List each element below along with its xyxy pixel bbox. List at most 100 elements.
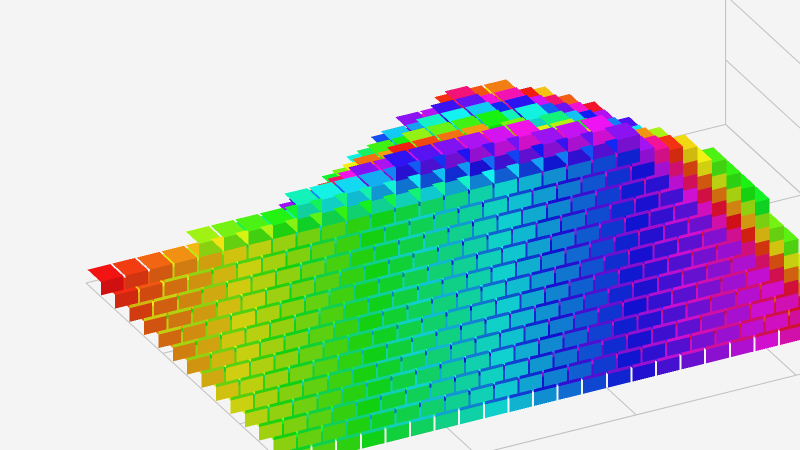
voxel-face-front — [599, 303, 622, 323]
voxel-face-front — [308, 409, 331, 429]
voxel-face-front — [472, 301, 495, 321]
voxel-face-front — [490, 347, 514, 367]
voxel-face-front — [349, 332, 372, 352]
voxel-face-front — [388, 339, 411, 359]
voxel-face-front — [300, 344, 323, 364]
voxel-column — [87, 264, 124, 296]
voxel-face-front — [203, 284, 226, 304]
voxel-face-front — [447, 307, 471, 327]
voxel-face-front — [236, 343, 259, 363]
voxel-face-front — [273, 434, 297, 450]
voxel-face-front — [301, 447, 311, 450]
voxel-face-front — [265, 369, 288, 389]
voxel-face-front — [287, 246, 310, 266]
voxel-face-front — [277, 266, 300, 286]
voxel-face-front — [394, 287, 417, 307]
voxel-face-front — [100, 276, 124, 296]
voxel-face-front — [443, 275, 466, 295]
voxel-face-front — [628, 329, 651, 350]
voxel-face-front — [412, 333, 436, 353]
voxel-face-front — [525, 321, 549, 341]
voxel-face-front — [681, 350, 705, 370]
voxel-face-front — [347, 416, 370, 436]
voxel-face-front — [433, 294, 456, 314]
voxel-face-front — [139, 283, 163, 303]
voxel-face-front — [312, 441, 336, 450]
voxel-face-front — [255, 388, 278, 409]
voxel-face-front — [642, 343, 666, 363]
voxel-face-front — [411, 417, 434, 437]
voxel-face-front — [199, 251, 222, 271]
voxel-face-front — [361, 429, 385, 449]
voxel-face-front — [207, 316, 231, 336]
voxel-face-front — [423, 313, 446, 333]
voxel-face-front — [273, 233, 296, 253]
voxel-face-front — [730, 338, 754, 358]
voxel-face-front — [618, 349, 641, 369]
voxel-face-front — [285, 331, 309, 351]
voxel-face-front — [509, 392, 532, 413]
voxel-face-front — [460, 405, 483, 425]
voxel-face-front — [496, 295, 520, 315]
voxel-face-front — [154, 296, 177, 316]
voxel-face-front — [603, 336, 627, 356]
voxel-face-front — [402, 352, 426, 372]
voxel-face-front — [250, 356, 274, 376]
voxel-face-front — [271, 317, 294, 337]
voxel-face-front — [579, 342, 602, 362]
voxel-face-front — [431, 378, 454, 398]
voxel-face-front — [652, 323, 676, 343]
voxel-face-front — [392, 371, 415, 391]
voxel-face-front — [217, 297, 241, 317]
voxel-face-front — [396, 404, 420, 424]
voxel-face-front — [379, 274, 403, 294]
voxel-face-front — [334, 318, 358, 338]
voxel-face-front — [298, 428, 321, 448]
voxel-face-front — [238, 258, 261, 279]
voxel-face-front — [267, 285, 290, 305]
voxel-face-front — [197, 336, 220, 356]
voxel-face-front — [486, 314, 510, 334]
voxel-face-front — [226, 362, 249, 382]
voxel-face-front — [365, 260, 388, 281]
voxel-face-front — [283, 415, 307, 435]
voxel-face-front — [589, 322, 612, 342]
voxel-face-front — [193, 303, 216, 323]
voxel-face-front — [232, 310, 255, 330]
voxel-face-front — [484, 399, 508, 419]
voxel-face-front — [417, 365, 440, 385]
voxel-face-front — [540, 335, 563, 355]
voxel-face-front — [150, 264, 173, 284]
voxel-face-front — [228, 278, 251, 298]
voxel-face-front — [314, 357, 337, 377]
voxel-face-front — [304, 376, 327, 396]
voxel-face-front — [223, 245, 247, 265]
voxel-face-front — [310, 324, 333, 345]
voxel-face-front — [657, 356, 680, 376]
voxel-face-front — [457, 288, 481, 308]
voxel-face-front — [535, 302, 559, 322]
voxel-face-front — [242, 291, 265, 311]
voxel-face-front — [144, 315, 167, 335]
voxel-face-front — [482, 282, 505, 302]
voxel-face-front — [480, 366, 504, 386]
voxel-face-front — [568, 361, 592, 381]
voxel-face-front — [554, 348, 577, 368]
voxel-face-front — [322, 422, 346, 442]
voxel-face-front — [340, 267, 364, 287]
voxel-face-front — [511, 308, 534, 328]
voxel-face-front — [408, 300, 432, 320]
voxel-face-front — [339, 351, 362, 371]
voxel-face-front — [378, 358, 401, 378]
voxel-face-front — [404, 268, 427, 288]
voxel-face-front — [172, 342, 196, 362]
voxel-column — [112, 258, 148, 290]
voxel-face-front — [613, 316, 637, 336]
voxel-face-front — [706, 344, 729, 364]
voxel-face-front — [607, 368, 631, 388]
voxel-face-front — [357, 397, 381, 417]
voxel-face-front — [353, 364, 376, 384]
voxel-face-front — [667, 337, 690, 357]
